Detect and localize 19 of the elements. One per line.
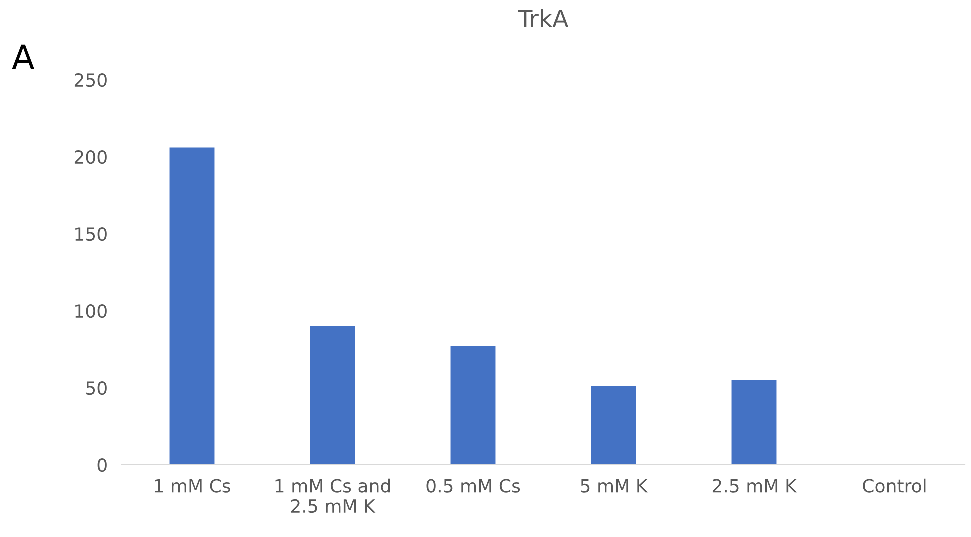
y-tick-label: 250	[74, 73, 107, 88]
y-tick-label: 100	[76, 304, 107, 318]
bar	[591, 386, 636, 465]
bar	[310, 326, 356, 465]
y-tick-label: 150	[76, 227, 107, 242]
x-tick-label: 1 mM Cs	[155, 479, 230, 493]
x-tick-label: 2.5 mM K	[712, 479, 798, 493]
bar	[732, 380, 777, 465]
chart-title: TrkA	[518, 9, 569, 28]
y-tick-label: 200	[74, 150, 107, 164]
x-tick-label: 5 mM K	[581, 479, 648, 493]
bar	[450, 346, 496, 465]
x-tick-label: Control	[863, 478, 926, 493]
x-tick-label: 0.5 mM Cs	[426, 479, 520, 493]
text: A	[12, 44, 35, 70]
y-tick-label: 50	[86, 381, 107, 396]
y-tick-label: 0	[98, 458, 107, 472]
bar	[170, 148, 215, 465]
x-tick-label: 1 mM Cs and 2.5 mM K	[276, 478, 390, 514]
